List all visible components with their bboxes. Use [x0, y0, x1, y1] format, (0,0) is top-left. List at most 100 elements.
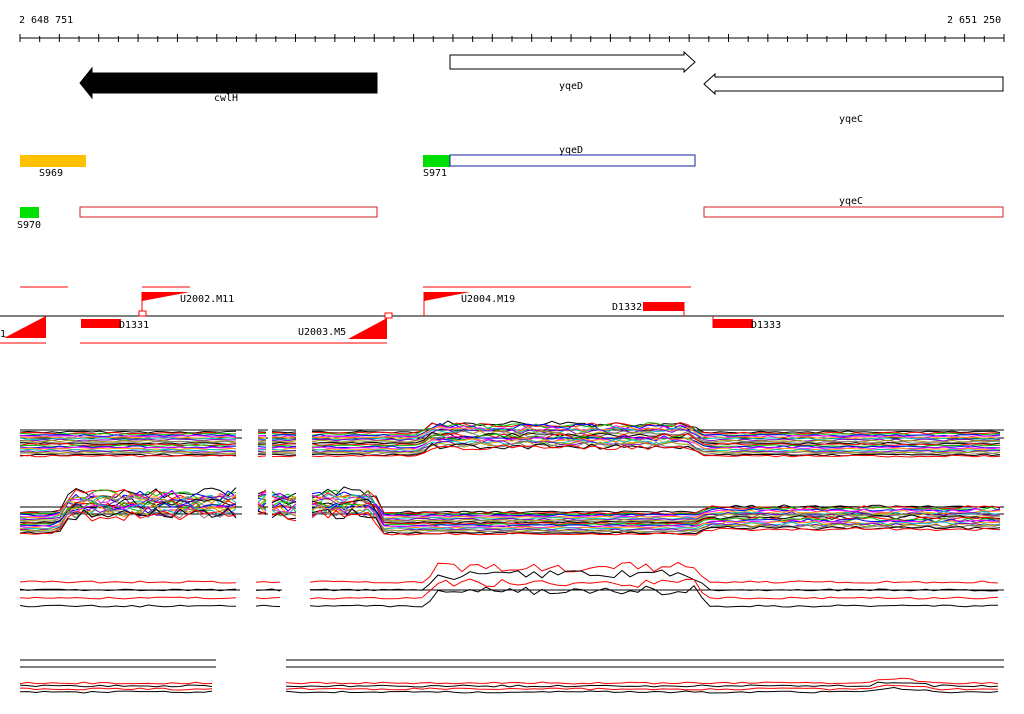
expression-trace: [19, 604, 237, 608]
promoter-flag-1[interactable]: [4, 316, 46, 338]
expression-trace: [271, 434, 297, 437]
segment-S970[interactable]: [20, 207, 39, 218]
expression-trace: [285, 677, 999, 685]
segment-label-S970: S970: [17, 220, 41, 231]
expression-trace: [271, 446, 297, 449]
expression-trace: [285, 686, 999, 694]
gene-label-yqeC: yqeC: [839, 114, 863, 125]
expression-trace: [271, 512, 297, 522]
expression-trace: [255, 604, 281, 608]
expression-trace: [19, 437, 237, 441]
segment-label-S969: S969: [39, 168, 63, 179]
expression-trace: [271, 436, 297, 439]
feature-marker: [138, 310, 147, 317]
feature-track: U2002.M11 U2004.M19 D1332 1 D1331 U2003.…: [0, 286, 1004, 344]
gene-arrow-yqeD[interactable]: [449, 50, 696, 74]
expression-trace: [311, 431, 1001, 445]
expression-trace: [271, 445, 297, 448]
gene-arrow-cwlH[interactable]: [79, 66, 378, 100]
expression-trace: [311, 508, 1001, 534]
expression-track-3: [19, 561, 1004, 608]
segment-yqeD[interactable]: [449, 154, 696, 167]
expression-trace: [311, 438, 1001, 452]
expression-trace: [309, 584, 998, 608]
terminator-D1331[interactable]: [81, 319, 121, 328]
expression-trace: [19, 488, 237, 515]
end-coordinate: 2 651 250: [947, 15, 1001, 26]
expression-trace: [271, 509, 297, 517]
expression-trace: [257, 436, 267, 439]
expression-trace: [311, 509, 1001, 536]
feature-label-U2002.M11: U2002.M11: [180, 294, 234, 305]
expression-trace: [19, 495, 237, 523]
segment-label-yqeC: yqeC: [839, 196, 863, 207]
expression-trace: [311, 500, 1001, 526]
expression-trace: [19, 435, 237, 438]
expression-trace: [311, 422, 1001, 437]
segment-S971[interactable]: [423, 155, 450, 167]
expression-trace: [19, 503, 237, 531]
expression-trace: [257, 440, 267, 443]
segment-S969[interactable]: [20, 155, 86, 167]
expression-trace: [257, 448, 267, 451]
expression-trace: [19, 687, 213, 691]
expression-trace: [311, 435, 1001, 450]
feature-label-U2004.M19: U2004.M19: [461, 294, 515, 305]
segment-label-S971: S971: [423, 168, 447, 179]
expression-trace: [19, 684, 213, 688]
promoter-flag-U2004.M19[interactable]: [424, 292, 470, 301]
feature-label-D1333: D1333: [751, 320, 781, 331]
expression-trace: [311, 426, 1001, 441]
feature-label-D1331: D1331: [119, 320, 149, 331]
expression-trace: [311, 441, 1001, 456]
gene-label-cwlH: cwlH: [214, 93, 238, 104]
expression-trace: [19, 504, 237, 530]
expression-trace: [271, 497, 297, 504]
expression-trace: [19, 430, 237, 434]
expression-trace: [285, 684, 999, 691]
segment-track-2: S970 yqeC: [17, 196, 1004, 231]
expression-trace: [255, 581, 281, 584]
expression-trace: [311, 489, 1001, 516]
terminator-D1333[interactable]: [713, 319, 753, 328]
expression-trace: [19, 588, 237, 592]
start-coordinate: 2 648 751: [19, 15, 73, 26]
expression-trace: [19, 438, 236, 442]
expression-trace: [311, 486, 1001, 514]
expression-trace: [257, 494, 267, 498]
expression-trace: [257, 511, 267, 515]
expression-trace: [19, 446, 237, 450]
promoter-flag-U2003.M5[interactable]: [348, 318, 387, 339]
segment-cwlH[interactable]: [79, 206, 378, 218]
expression-trace: [19, 508, 237, 533]
promoter-flag-U2002.M11[interactable]: [142, 292, 190, 301]
expression-trace: [19, 596, 237, 600]
expression-trace: [19, 498, 237, 524]
expression-trace: [19, 495, 237, 522]
expression-trace: [19, 436, 237, 440]
expression-trace: [257, 431, 267, 434]
expression-trace: [19, 509, 237, 535]
expression-trace: [271, 492, 297, 503]
expression-trace: [19, 445, 237, 449]
expression-trace: [19, 439, 237, 443]
expression-trace: [19, 487, 237, 514]
expression-trace: [19, 580, 237, 584]
gene-label-yqeD: yqeD: [559, 81, 583, 92]
expression-trace: [271, 431, 297, 434]
expression-trace: [19, 690, 213, 694]
expression-trace: [311, 497, 1001, 522]
expression-trace: [19, 440, 237, 444]
expression-trace: [311, 433, 1001, 447]
expression-trace: [19, 681, 213, 685]
expression-trace: [20, 452, 237, 456]
expression-trace: [19, 431, 237, 435]
expression-trace: [311, 502, 1001, 528]
segment-yqeC[interactable]: [703, 206, 1004, 218]
expression-trace: [311, 422, 1001, 436]
terminator-D1332[interactable]: [643, 302, 684, 311]
expression-trace: [271, 451, 297, 454]
gene-arrow-yqeC[interactable]: [703, 72, 1004, 96]
expression-trace: [20, 492, 237, 519]
